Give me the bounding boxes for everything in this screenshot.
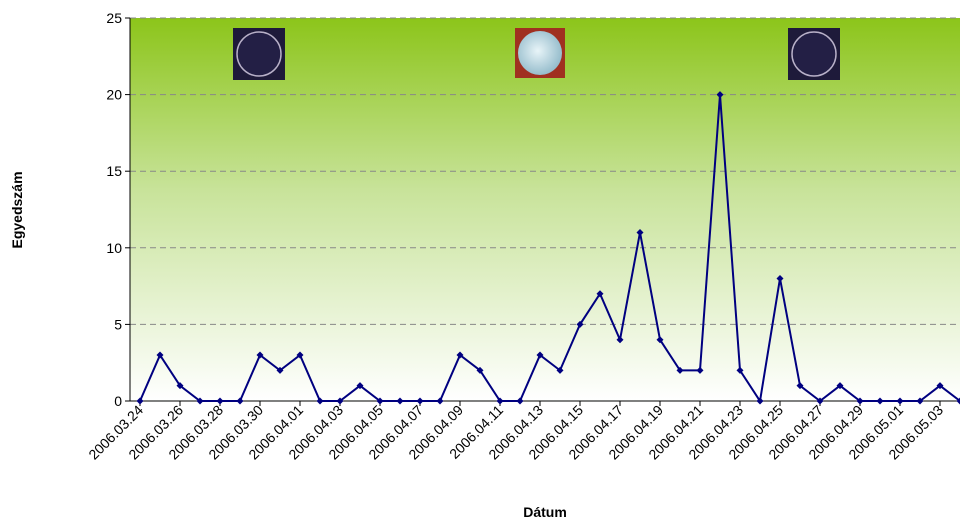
moon-icon [788,28,840,80]
chart: Dátum Egyedszám 05101520252006.03.242006… [0,0,960,524]
y-axis-title: Egyedszám [9,171,25,248]
y-tick-label: 0 [114,393,122,409]
y-tick-label: 5 [114,316,122,332]
moon-icon [515,28,565,78]
moon-icon [233,28,285,80]
y-tick-label: 20 [106,87,122,103]
y-tick-label: 25 [106,10,122,26]
y-tick-label: 10 [106,240,122,256]
x-axis-title: Dátum [523,504,567,520]
y-tick-label: 15 [106,163,122,179]
